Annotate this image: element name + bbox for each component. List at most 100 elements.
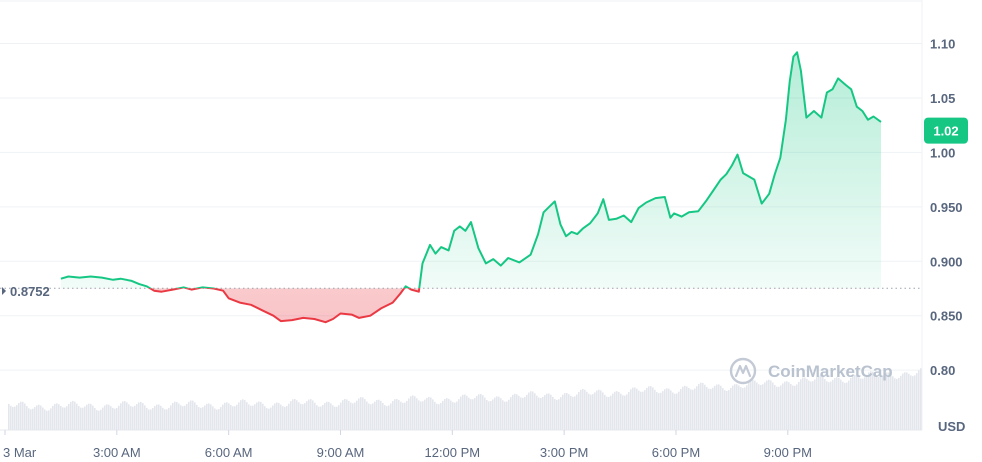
volume-bar	[30, 409, 32, 430]
volume-bar	[784, 381, 786, 430]
volume-bar	[172, 402, 174, 430]
volume-bar	[812, 381, 814, 430]
volume-bar	[622, 395, 624, 430]
volume-bar	[512, 394, 514, 430]
volume-bar	[188, 401, 190, 430]
volume-bar	[798, 381, 800, 430]
volume-bar	[832, 379, 834, 430]
volume-bar	[310, 399, 312, 430]
volume-bar	[522, 397, 524, 430]
volume-bar	[238, 402, 240, 430]
volume-bar	[590, 394, 592, 430]
volume-bar	[192, 400, 194, 430]
volume-bar	[652, 387, 654, 430]
volume-bar	[428, 396, 430, 430]
y-tick-label: 1.00	[930, 145, 955, 160]
x-tick-label: 12:00 PM	[424, 445, 480, 460]
volume-bar	[312, 400, 314, 430]
volume-bar	[142, 403, 144, 430]
volume-bar	[148, 409, 150, 430]
volume-bar	[454, 402, 456, 430]
volume-bar	[364, 399, 366, 430]
volume-bar	[920, 368, 922, 430]
volume-bar	[882, 375, 884, 430]
volume-bar	[212, 406, 214, 430]
volume-bar	[128, 404, 130, 430]
volume-bar	[580, 389, 582, 430]
volume-bar	[352, 403, 354, 430]
price-line-down	[148, 288, 421, 324]
volume-bars	[8, 368, 922, 430]
volume-bar	[660, 392, 662, 430]
volume-bar	[36, 405, 38, 430]
volume-bar	[634, 387, 636, 430]
volume-bar	[608, 396, 610, 430]
volume-bar	[610, 395, 612, 430]
volume-bar	[632, 387, 634, 430]
volume-bar	[318, 406, 320, 430]
volume-bar	[898, 377, 900, 430]
volume-bar	[818, 375, 820, 430]
volume-bar	[822, 376, 824, 430]
volume-bar	[560, 397, 562, 430]
volume-bar	[716, 384, 718, 430]
volume-bar	[372, 403, 374, 430]
volume-bar	[520, 397, 522, 430]
volume-bar	[314, 402, 316, 430]
volume-bar	[654, 389, 656, 430]
volume-bar	[846, 382, 848, 430]
volume-bar	[120, 403, 122, 430]
volume-bar	[746, 385, 748, 430]
volume-bar	[158, 404, 160, 430]
volume-bar	[730, 387, 732, 430]
y-tick-label: 0.950	[930, 200, 963, 215]
volume-bar	[722, 388, 724, 430]
volume-bar	[270, 407, 272, 430]
volume-bar	[404, 402, 406, 430]
volume-bar	[792, 385, 794, 430]
volume-bar	[524, 396, 526, 430]
axis-unit-label: USD	[938, 419, 965, 434]
x-tick-label: 9:00 AM	[317, 445, 365, 460]
volume-bar	[398, 400, 400, 430]
volume-bar	[674, 393, 676, 430]
volume-bar	[704, 384, 706, 430]
volume-bar	[376, 400, 378, 430]
coinmarketcap-logo-icon	[729, 357, 757, 385]
volume-bar	[808, 380, 810, 430]
volume-bar	[114, 408, 116, 430]
volume-bar	[764, 382, 766, 430]
volume-bar	[10, 405, 12, 430]
volume-bar	[706, 387, 708, 430]
volume-bar	[268, 408, 270, 430]
volume-bar	[286, 405, 288, 430]
volume-bar	[294, 398, 296, 430]
volume-bar	[564, 393, 566, 430]
volume-bar	[242, 399, 244, 430]
current-price-text: 1.02	[933, 124, 958, 139]
volume-bar	[430, 397, 432, 430]
volume-bar	[850, 377, 852, 430]
volume-bar	[712, 387, 714, 430]
x-tick-label: 9:00 PM	[764, 445, 812, 460]
volume-bar	[416, 398, 418, 430]
volume-bar	[862, 378, 864, 430]
volume-bar	[680, 389, 682, 430]
volume-bar	[750, 380, 752, 430]
volume-bar	[626, 394, 628, 430]
volume-bar	[624, 395, 626, 430]
volume-bar	[64, 407, 66, 430]
volume-bar	[184, 405, 186, 430]
volume-bar	[586, 391, 588, 430]
volume-bar	[644, 390, 646, 430]
volume-bar	[322, 404, 324, 430]
volume-bar	[440, 402, 442, 430]
volume-bar	[596, 390, 598, 430]
volume-bar	[280, 404, 282, 430]
volume-bar	[458, 399, 460, 430]
volume-bar	[68, 403, 70, 430]
volume-bar	[534, 393, 536, 430]
volume-bar	[252, 405, 254, 430]
volume-bar	[220, 407, 222, 430]
